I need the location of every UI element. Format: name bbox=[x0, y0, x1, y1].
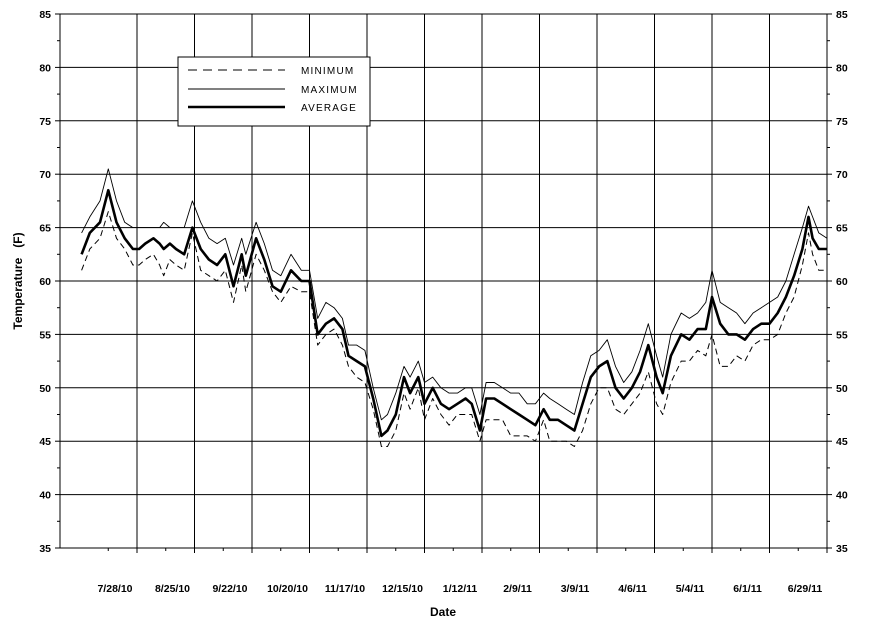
y-tick-label-right: 60 bbox=[836, 276, 848, 288]
y-tick-label-right: 70 bbox=[836, 169, 848, 181]
y-tick-label-left: 70 bbox=[39, 169, 51, 181]
y-tick-label-right: 75 bbox=[836, 116, 848, 128]
series-line-average bbox=[80, 188, 827, 438]
y-tick-label-left: 45 bbox=[39, 436, 51, 448]
legend: MINIMUM MAXIMUM AVERAGE bbox=[177, 56, 371, 127]
y-tick-label-right: 35 bbox=[836, 543, 848, 555]
x-tick-label: 2/9/11 bbox=[503, 583, 532, 595]
y-tick-label-right: 50 bbox=[836, 383, 848, 395]
legend-label-minimum: MINIMUM bbox=[301, 66, 354, 77]
y-tick-label-left: 50 bbox=[39, 383, 51, 395]
x-tick-label: 3/9/11 bbox=[561, 583, 590, 595]
y-tick-label-right: 45 bbox=[836, 436, 848, 448]
x-tick-label: 7/28/10 bbox=[97, 583, 132, 595]
x-tick-label: 11/17/10 bbox=[325, 583, 365, 595]
y-tick-label-right: 85 bbox=[836, 9, 848, 21]
series-lines bbox=[80, 168, 828, 447]
legend-label-maximum: MAXIMUM bbox=[301, 85, 358, 96]
y-tick-label-left: 60 bbox=[39, 276, 51, 288]
y-tick-label-right: 55 bbox=[836, 329, 848, 341]
x-tick-label: 10/20/10 bbox=[267, 583, 308, 595]
x-axis-title: Date bbox=[430, 605, 456, 619]
y-tick-label-left: 75 bbox=[39, 116, 51, 128]
y-tick-label-left: 65 bbox=[39, 223, 51, 235]
x-tick-label: 8/25/10 bbox=[155, 583, 190, 595]
y-tick-label-right: 65 bbox=[836, 223, 848, 235]
series-line-maximum bbox=[81, 168, 828, 421]
x-tick-label: 1/12/11 bbox=[443, 583, 478, 595]
x-tick-label: 6/1/11 bbox=[733, 583, 762, 595]
y-tick-label-right: 80 bbox=[836, 62, 848, 74]
legend-box bbox=[177, 56, 371, 127]
x-tick-label: 9/22/10 bbox=[212, 583, 247, 595]
y-tick-label-right: 40 bbox=[836, 490, 848, 502]
y-axis-title: Temperature (F) bbox=[11, 232, 25, 329]
y-tick-label-left: 80 bbox=[39, 62, 51, 74]
x-tick-label: 5/4/11 bbox=[676, 583, 705, 595]
x-tick-label: 4/6/11 bbox=[618, 583, 647, 595]
grid-lines bbox=[60, 13, 828, 549]
y-tick-label-left: 55 bbox=[39, 329, 51, 341]
x-tick-label: 12/15/10 bbox=[382, 583, 423, 595]
legend-label-average: AVERAGE bbox=[301, 103, 357, 114]
y-tick-label-left: 40 bbox=[39, 490, 51, 502]
x-tick-label: 6/29/11 bbox=[788, 583, 823, 595]
y-tick-label-left: 35 bbox=[39, 543, 51, 555]
axis-ticks bbox=[55, 13, 832, 553]
y-tick-label-left: 85 bbox=[39, 9, 51, 21]
tick-labels: 35 35 40 40 45 45 50 50 55 55 60 60 65 65 70 70 75 75 80 80… bbox=[39, 9, 848, 595]
series-line-minimum bbox=[81, 211, 827, 447]
